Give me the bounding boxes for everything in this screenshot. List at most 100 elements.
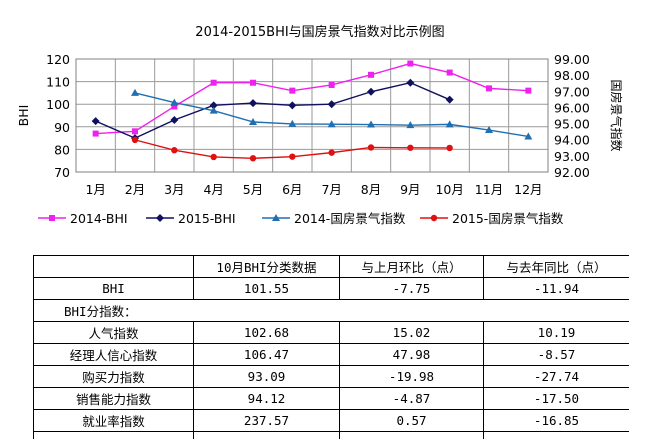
table-row: 购买力指数 93.09 -19.98 -27.74 — [33, 365, 629, 388]
legend-label: 2015-国房景气指数 — [452, 211, 564, 226]
chart-grid — [75, 58, 549, 173]
table-cell: 101.55 — [193, 277, 340, 300]
series-line — [95, 81, 450, 139]
y-right-axis-label: 国房景气指数 — [609, 79, 624, 151]
y-right-tick-label: 92.00 — [554, 165, 590, 180]
legend-label: 2015-BHI — [178, 211, 236, 226]
data-point — [170, 116, 179, 125]
data-point — [209, 106, 218, 114]
x-tick-label: 4月 — [203, 182, 223, 197]
table-row-label: 购买力指数 — [33, 365, 194, 388]
data-point — [249, 155, 257, 162]
data-point — [368, 71, 374, 78]
table-header-cell: 与去年同比（点） — [483, 255, 629, 278]
y-left-tick-label: 90 — [54, 120, 70, 135]
table-cell — [339, 431, 484, 439]
chart-legend: 2014-BHI 2015-BHI 2014-国房景气指数 2015-国房景气指数 — [38, 211, 564, 226]
x-tick-label: 3月 — [164, 182, 184, 197]
data-point — [367, 120, 375, 128]
table-row: BHI 101.55 -7.75 -11.94 — [33, 277, 629, 300]
data-point — [289, 87, 296, 94]
y-right-tick-label: 94.00 — [554, 133, 590, 148]
y-right-tick-label: 98.00 — [554, 68, 590, 83]
data-point — [91, 117, 100, 126]
data-point — [367, 87, 375, 96]
data-point — [288, 119, 297, 127]
legend-label: 2014-BHI — [70, 211, 128, 226]
table-row-label: 人气指数 — [33, 321, 194, 344]
y-left-tick-label: 120 — [46, 52, 70, 67]
data-point — [430, 214, 438, 222]
data-point — [446, 144, 453, 152]
data-point — [327, 100, 336, 109]
table-cell — [193, 431, 340, 439]
y-left-tick-label: 110 — [46, 75, 70, 90]
data-point — [272, 214, 280, 221]
y-right-tick-label: 99.00 — [554, 52, 590, 67]
table-row-label: BHI — [33, 277, 194, 300]
data-point — [485, 126, 493, 134]
bhi-data-table-wrap: 10月BHI分类数据 与上月环比（点） 与去年同比（点） BHI 101.55 -7.75… — [33, 255, 629, 439]
data-point — [367, 144, 375, 151]
data-point — [131, 136, 139, 144]
table-row: 就业率指数 237.57 0.57 -16.85 — [33, 409, 629, 432]
table-row: 经理人信心指数 106.47 47.98 -8.57 — [33, 343, 629, 366]
data-point — [156, 214, 164, 222]
table-row-label: 就业率指数 — [33, 409, 194, 432]
data-point — [131, 88, 139, 96]
data-point — [289, 153, 296, 160]
data-point — [328, 149, 335, 156]
data-point — [445, 95, 454, 104]
table-section-label: BHI分指数： — [33, 299, 629, 322]
data-point — [171, 147, 178, 154]
table-cell: -19.98 — [339, 365, 484, 388]
bhi-comparison-chart: 2014-2015BHI与国房景气指数对比示例图 70 80 90 100 110 120… — [16, 24, 624, 226]
data-point — [406, 121, 415, 129]
data-point — [49, 215, 55, 221]
data-point — [327, 120, 336, 128]
y-left-tick-label: 80 — [54, 142, 70, 157]
table-row: 人气指数 102.68 15.02 10.19 — [33, 321, 629, 344]
data-point — [92, 130, 99, 137]
data-point — [249, 99, 257, 108]
table-header-row: 10月BHI分类数据 与上月环比（点） 与去年同比（点） — [33, 255, 629, 278]
data-point — [209, 101, 218, 110]
table-cell: -11.94 — [483, 277, 629, 300]
series-line — [95, 62, 529, 135]
table-row-label: 经理人信心指数 — [33, 343, 194, 366]
data-point — [249, 117, 257, 125]
data-point — [250, 79, 256, 86]
x-tick-label: 12月 — [514, 182, 542, 197]
data-point — [524, 132, 533, 140]
table-cell: 106.47 — [193, 343, 340, 366]
table-cell — [483, 431, 629, 439]
data-point — [407, 144, 414, 151]
data-point — [328, 81, 335, 88]
x-tick-label: 9月 — [400, 182, 420, 197]
legend-label: 2014-国房景气指数 — [294, 211, 406, 226]
table-cell: 10.19 — [483, 321, 629, 344]
x-tick-label: 7月 — [321, 182, 341, 197]
y-right-tick-label: 93.00 — [554, 149, 590, 164]
x-tick-label: 11月 — [475, 182, 503, 197]
x-tick-label: 8月 — [361, 182, 381, 197]
table-cell: 102.68 — [193, 321, 340, 344]
plot-area-border — [75, 58, 549, 173]
data-point — [445, 120, 454, 128]
data-point — [170, 98, 179, 106]
data-point — [486, 85, 492, 92]
table-cell: -16.85 — [483, 409, 629, 432]
table-header-cell: 与上月环比（点） — [339, 255, 484, 278]
table-row-label — [33, 431, 194, 439]
data-point — [407, 60, 414, 67]
y-right-tick-label: 97.00 — [554, 84, 590, 99]
x-tick-label: 10月 — [435, 182, 463, 197]
table-row: BHI分指数： — [33, 299, 629, 322]
x-tick-label: 6月 — [282, 182, 302, 197]
table-cell: 15.02 — [339, 321, 484, 344]
data-point — [525, 87, 532, 94]
table-cell: -27.74 — [483, 365, 629, 388]
table-row: 销售能力指数 94.12 -4.87 -17.50 — [33, 387, 629, 410]
table-header-cell — [33, 255, 194, 278]
